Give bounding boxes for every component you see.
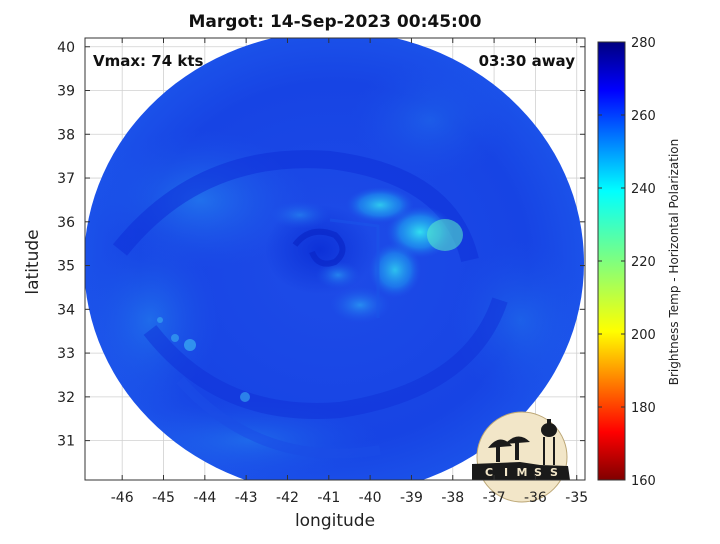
colorbar-ticks: 160 180 200 220 240 260 280 (598, 36, 656, 489)
colorbar-tick-label: 260 (631, 109, 656, 124)
x-axis-label: longitude (294, 511, 376, 531)
x-tick-label: -40 (359, 490, 382, 506)
vmax-label: Vmax: 74 kts (93, 52, 204, 70)
x-tick-label: -39 (400, 490, 423, 506)
y-tick-label: 32 (57, 390, 75, 406)
y-tick-label: 36 (57, 215, 75, 231)
y-axis-label: latitude (23, 229, 43, 295)
x-tick-label: -41 (317, 490, 340, 506)
y-tick-label: 40 (57, 40, 75, 56)
colorbar-tick-label: 280 (631, 36, 656, 51)
brightness-temp-swath (85, 38, 584, 480)
x-tick-label: -38 (441, 490, 464, 506)
y-tick-label: 34 (57, 302, 75, 318)
x-tick-label: -42 (276, 490, 299, 506)
x-tick-label: -37 (483, 490, 506, 506)
building-silhouette (472, 462, 570, 480)
colorbar-gradient (597, 41, 626, 481)
axis-ticks: -46 -45 -44 -43 -42 -41 -40 -39 -38 -37 -36 -35 31 32… (57, 38, 588, 506)
logo-letter: S (550, 466, 558, 479)
logo-letter: C (485, 466, 493, 479)
colorbar-tick-label: 220 (631, 255, 656, 270)
y-tick-label: 38 (57, 127, 75, 143)
logo-letter: I (504, 466, 508, 479)
satellite-dish-icon (488, 436, 530, 462)
chart-title: Margot: 14-Sep-2023 00:45:00 (188, 12, 482, 32)
x-tick-label: -43 (235, 490, 258, 506)
colorbar-tick-label: 180 (631, 401, 656, 416)
colorbar-label: Brightness Temp - Horizontal Polarizatio… (667, 138, 681, 386)
x-tick-label: -46 (111, 490, 134, 506)
logo-letter: S (534, 466, 542, 479)
time-away-label: 03:30 away (478, 52, 575, 70)
x-tick-label: -35 (565, 490, 588, 506)
colorbar: 160 180 200 220 240 260 280 (597, 36, 656, 489)
y-tick-label: 39 (57, 84, 75, 100)
y-tick-label: 33 (57, 346, 75, 362)
y-tick-label: 35 (57, 259, 75, 275)
water-tower-icon (541, 419, 557, 465)
colorbar-tick-label: 200 (631, 328, 656, 343)
colorbar-tick-label: 160 (631, 474, 656, 489)
x-tick-label: -36 (524, 490, 547, 506)
colorbar-tick-label: 240 (631, 182, 656, 197)
axes-frame (84, 37, 586, 481)
logo-letter: M (517, 466, 528, 479)
y-tick-label: 37 (57, 171, 75, 187)
y-tick-label: 31 (57, 434, 75, 450)
x-tick-label: -45 (152, 490, 175, 506)
x-tick-label: -44 (193, 490, 216, 506)
